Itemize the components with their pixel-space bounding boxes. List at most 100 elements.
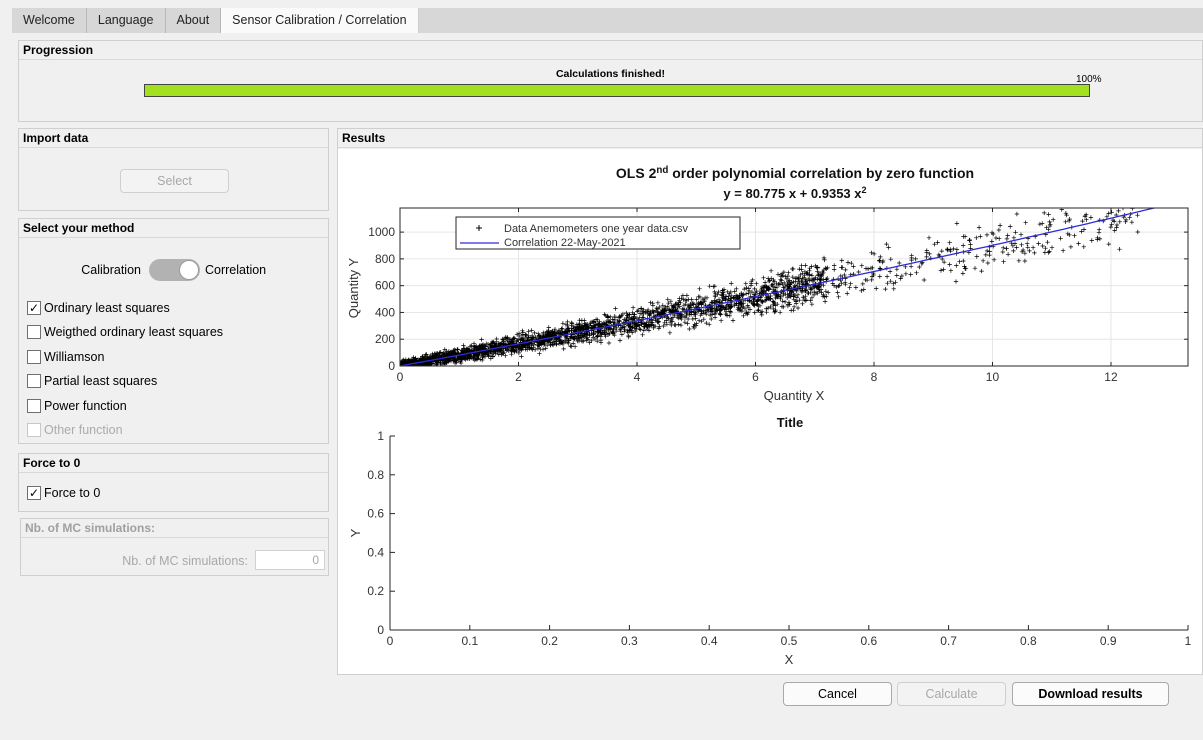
chart2-xtick-label: 0.1 [461, 634, 478, 648]
method-option-label: Power function [44, 399, 127, 413]
chart1-legend-marker-data [476, 225, 482, 231]
chart1-ytick-label: 400 [375, 305, 395, 319]
chart1-ylabel: Quantity Y [346, 257, 361, 318]
chart2-xlabel: X [785, 652, 794, 667]
chart2-ylabel: Y [348, 528, 363, 537]
progress-percent: 100% [1076, 74, 1102, 85]
calibration-correlation-switch[interactable] [149, 259, 200, 281]
chart2-xtick-label: 0.3 [621, 634, 638, 648]
chart1-title: OLS 2nd order polynomial correlation by … [616, 165, 974, 182]
method-option-checkbox[interactable] [27, 325, 41, 339]
method-title: Select your method [19, 219, 328, 238]
chart2-ytick-label: 1 [377, 429, 384, 443]
chart1-correlation-line [400, 208, 1158, 366]
method-option-row[interactable]: Weigthed ordinary least squares [27, 323, 223, 341]
force-to-zero-label: Force to 0 [44, 486, 101, 500]
download-results-button[interactable]: Download results [1012, 682, 1169, 706]
chart2-ytick-label: 0.6 [367, 507, 384, 521]
chart2-xtick-label: 0.7 [940, 634, 957, 648]
mc-simulations-input[interactable]: 0 [255, 550, 325, 570]
switch-knob[interactable] [179, 260, 199, 280]
chart1-xtick-label: 2 [515, 370, 522, 384]
force-title: Force to 0 [19, 454, 328, 473]
method-option-row[interactable]: Power function [27, 397, 127, 415]
results-plot-area: OLS 2nd order polynomial correlation by … [338, 149, 1202, 674]
method-option-label: Partial least squares [44, 374, 158, 388]
method-option-label: Weigthed ordinary least squares [44, 325, 224, 339]
chart1-subtitle-text: y = 80.775 x + 0.9353 x [723, 186, 862, 201]
tab-welcome[interactable]: Welcome [12, 8, 87, 33]
method-option-checkbox[interactable] [27, 350, 41, 364]
tab-language[interactable]: Language [87, 8, 166, 33]
chart1-xtick-label: 12 [1104, 370, 1118, 384]
chart1-title-suffix: order polynomial correlation by zero fun… [668, 165, 974, 181]
tab-bar: Welcome Language About Sensor Calibratio… [12, 8, 1203, 33]
chart1-xtick-label: 8 [871, 370, 878, 384]
chart2-ytick-label: 0 [377, 623, 384, 637]
chart1-xtick-label: 10 [986, 370, 1000, 384]
chart1-xtick-label: 4 [634, 370, 641, 384]
chart1-xtick-label: 6 [752, 370, 759, 384]
progression-panel: Progression Calculations finished! 100% [18, 40, 1203, 122]
chart1-ytick-label: 1000 [368, 225, 395, 239]
chart1-legend [455, 216, 741, 250]
chart1-ytick-label: 600 [375, 279, 395, 293]
chart1-legend-label-data: Data Anemometers one year data.csv [504, 223, 689, 235]
chart2-ytick-label: 0.8 [367, 468, 384, 482]
results-panel: Results OLS 2nd order polynomial correla… [337, 128, 1203, 675]
chart1-legend-label-line: Correlation 22-May-2021 [504, 237, 626, 249]
chart1-ytick-label: 800 [375, 252, 395, 266]
chart2-xtick-label: 0.2 [541, 634, 558, 648]
chart2-xtick-label: 0.6 [860, 634, 877, 648]
method-option-checkbox[interactable] [27, 374, 41, 388]
chart2-ytick-label: 0.2 [367, 584, 384, 598]
method-option-checkbox[interactable]: ✓ [27, 301, 41, 315]
method-option-row: Other function [27, 421, 123, 439]
chart2-ytick-label: 0.4 [367, 545, 384, 559]
progress-fill [145, 85, 1089, 96]
method-option-label: Williamson [44, 350, 105, 364]
chart1-ytick-label: 200 [375, 332, 395, 346]
chart1-ytick-label: 0 [388, 359, 395, 373]
method-option-row[interactable]: Williamson [27, 348, 104, 366]
method-panel: Select your method Calibration Correlati… [18, 218, 329, 444]
mc-title: Nb. of MC simulations: [21, 519, 328, 538]
method-option-label: Other function [44, 423, 123, 437]
chart1-subtitle: y = 80.775 x + 0.9353 x2 [723, 185, 866, 201]
import-data-title: Import data [19, 129, 328, 148]
chart2-title: Title [777, 415, 804, 430]
progression-title: Progression [19, 41, 1202, 60]
tab-about[interactable]: About [166, 8, 222, 33]
cancel-button[interactable]: Cancel [783, 682, 892, 706]
chart1-scatter-points [400, 208, 1140, 366]
chart1-axes-box [399, 207, 1189, 367]
method-option-checkbox[interactable] [27, 399, 41, 413]
switch-label-calibration: Calibration [81, 263, 141, 277]
calculate-button[interactable]: Calculate [897, 682, 1006, 706]
chart2-xtick-label: 1 [1185, 634, 1192, 648]
chart1-title-text: OLS 2 [616, 165, 657, 181]
chart2-xtick-label: 0.4 [701, 634, 718, 648]
chart2-xtick-label: 0 [387, 634, 394, 648]
force-panel: Force to 0 ✓ Force to 0 [18, 453, 329, 512]
results-charts: OLS 2nd order polynomial correlation by … [346, 165, 1192, 668]
chart2-xtick-label: 0.8 [1020, 634, 1037, 648]
chart1-xlabel: Quantity X [764, 388, 825, 403]
mc-field-label: Nb. of MC simulations: [122, 554, 248, 568]
method-option-label: Ordinary least squares [44, 301, 170, 315]
force-to-zero-checkbox-row[interactable]: ✓ Force to 0 [27, 484, 100, 502]
select-button[interactable]: Select [120, 169, 229, 193]
method-option-row[interactable]: ✓ Ordinary least squares [27, 299, 170, 317]
chart1-scatter-marks [400, 208, 1140, 366]
progress-bar [144, 84, 1090, 97]
method-switch-row: Calibration Correlation [19, 259, 328, 281]
method-option-row[interactable]: Partial least squares [27, 372, 157, 390]
tab-sensor-calibration[interactable]: Sensor Calibration / Correlation [221, 8, 419, 33]
switch-label-correlation: Correlation [205, 263, 267, 277]
method-option-checkbox [27, 423, 41, 437]
mc-panel: Nb. of MC simulations: Nb. of MC simulat… [20, 518, 329, 576]
chart1-title-superscript: nd [656, 165, 668, 176]
chart2-xtick-label: 0.5 [781, 634, 798, 648]
chart2-xtick-label: 0.9 [1100, 634, 1117, 648]
force-to-zero-checkbox[interactable]: ✓ [27, 486, 41, 500]
